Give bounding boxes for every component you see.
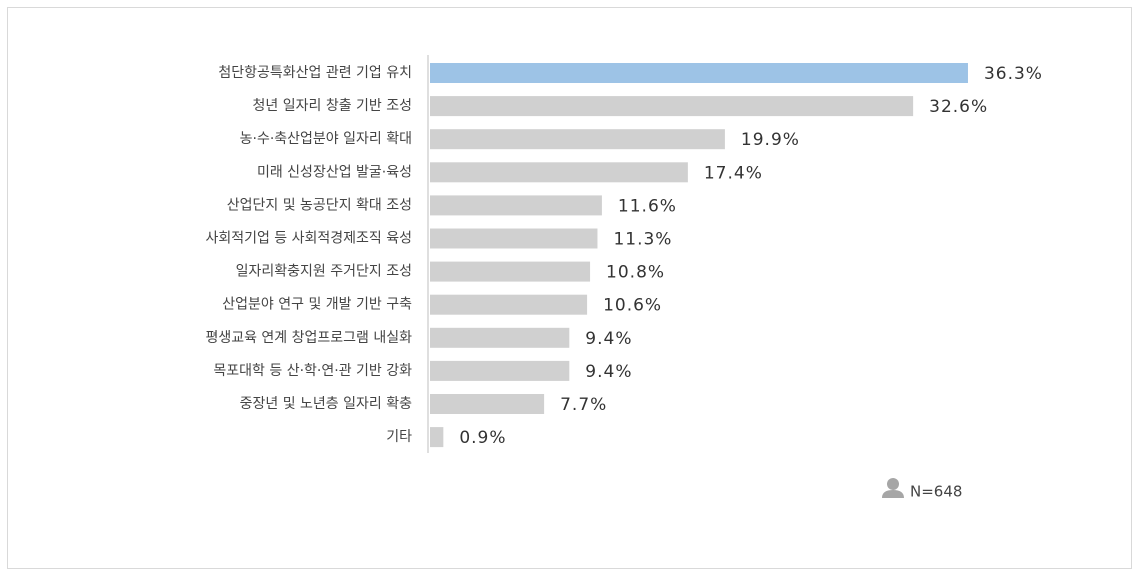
category-label: 농·수·축산업분야 일자리 확대 bbox=[240, 131, 412, 147]
value-label: 10.8% bbox=[606, 263, 665, 283]
bar bbox=[430, 129, 725, 150]
bar bbox=[430, 162, 688, 183]
legend-icon bbox=[882, 478, 904, 498]
value-label: 0.9% bbox=[459, 428, 506, 448]
bar bbox=[430, 394, 545, 414]
category-label: 산업단지 및 농공단지 확대 조성 bbox=[227, 197, 412, 213]
value-label: 7.7% bbox=[560, 395, 607, 415]
value-label: 9.4% bbox=[585, 329, 632, 349]
category-label: 청년 일자리 창출 기반 조성 bbox=[253, 98, 412, 114]
value-label: 17.4% bbox=[704, 163, 763, 183]
frame bbox=[7, 7, 1132, 569]
value-label: 36.3% bbox=[984, 64, 1043, 84]
value-label: 11.3% bbox=[613, 230, 672, 250]
bar bbox=[430, 96, 914, 117]
sample-size: N=648 bbox=[910, 483, 962, 501]
value-label: 32.6% bbox=[929, 97, 988, 117]
value-label: 10.6% bbox=[603, 296, 662, 316]
category-label: 목포대학 등 산·학·연·관 기반 강화 bbox=[213, 363, 412, 379]
category-label: 기타 bbox=[386, 429, 412, 445]
bar bbox=[430, 360, 570, 381]
bar bbox=[430, 228, 598, 249]
category-label: 사회적기업 등 사회적경제조직 육성 bbox=[205, 231, 412, 247]
bar bbox=[430, 294, 588, 315]
bar bbox=[430, 261, 591, 282]
category-label: 산업분야 연구 및 개발 기반 구축 bbox=[222, 297, 412, 313]
bar bbox=[430, 327, 570, 348]
category-label: 중장년 및 노년층 일자리 확충 bbox=[240, 396, 412, 412]
bar bbox=[430, 195, 602, 216]
category-label: 일자리확충지원 주거단지 조성 bbox=[236, 264, 412, 280]
category-label: 평생교육 연계 창업프로그램 내실화 bbox=[205, 330, 412, 346]
bar bbox=[430, 427, 444, 448]
value-label: 19.9% bbox=[741, 130, 800, 150]
category-label: 미래 신성장산업 발굴·육성 bbox=[257, 164, 412, 180]
value-label: 11.6% bbox=[618, 196, 677, 216]
category-label: 첨단항공특화산업 관련 기업 유치 bbox=[218, 65, 412, 81]
bar bbox=[430, 63, 968, 83]
value-label: 9.4% bbox=[585, 362, 632, 382]
